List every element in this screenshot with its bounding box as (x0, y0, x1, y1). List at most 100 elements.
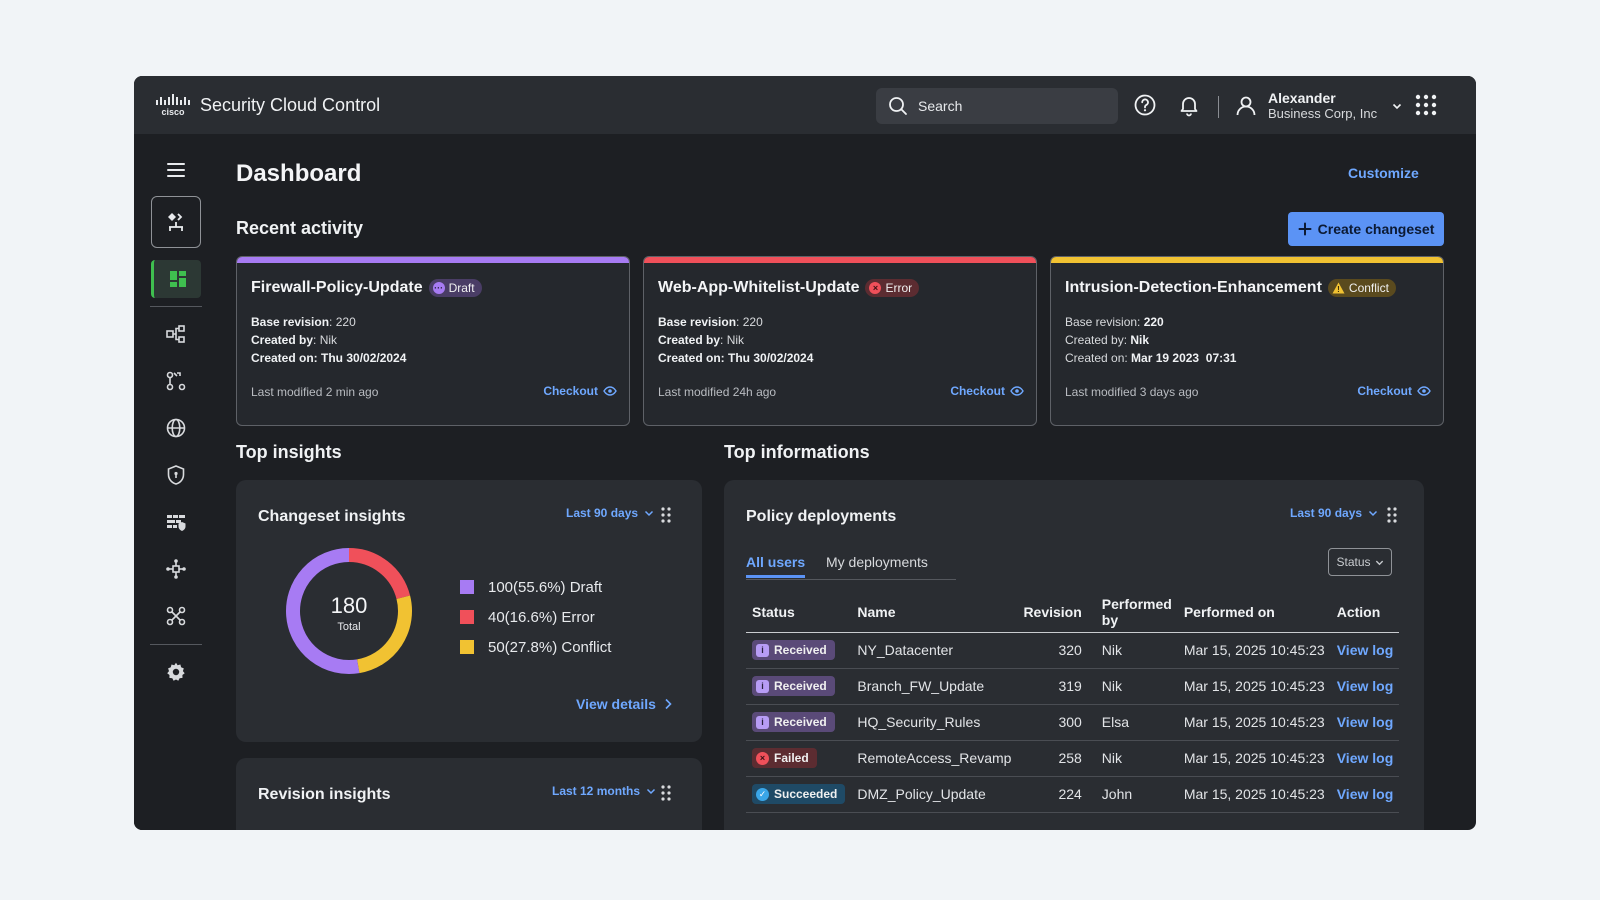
table-header-row: Status Name Revision Performed by Perfor… (746, 592, 1400, 633)
view-log-link[interactable]: View log (1336, 714, 1394, 730)
created-by-value: Nik (1130, 333, 1150, 347)
changeset-icon (168, 213, 183, 231)
menu-toggle-button[interactable] (156, 150, 196, 190)
status-badge: i Received (752, 640, 835, 660)
created-by-label: Created by: (1065, 333, 1131, 347)
card-title: Web-App-Whitelist-Update (658, 279, 860, 296)
kebab-menu-icon[interactable] (660, 506, 672, 524)
column-header[interactable]: Revision (1017, 592, 1096, 633)
search-input[interactable]: Search (876, 88, 1118, 124)
user-menu[interactable]: Alexander Business Corp, Inc (1234, 88, 1403, 124)
create-changeset-button[interactable]: Create changeset (1288, 212, 1444, 246)
base-revision-value: 220 (1143, 315, 1164, 329)
performed-on: Mar 15, 2025 10:45:23 (1177, 740, 1331, 777)
integration-icon (166, 606, 186, 626)
status-filter-label: Status (1336, 555, 1371, 569)
range-dropdown[interactable]: Last 90 days (566, 506, 654, 520)
info-icon: i (756, 679, 769, 693)
sidebar-item-security[interactable] (156, 455, 196, 495)
view-details-link[interactable]: View details (576, 696, 672, 712)
kebab-menu-icon[interactable] (660, 784, 672, 802)
help-icon[interactable] (1133, 93, 1157, 117)
base-revision-label: Base revision (251, 315, 330, 329)
check-icon: ✓ (756, 787, 769, 801)
deployment-tabs: All users My deployments (746, 550, 956, 580)
column-header[interactable]: Action (1330, 592, 1400, 633)
column-header[interactable]: Status (746, 592, 852, 633)
performed-by: Nik (1095, 740, 1178, 777)
created-on-label: Created on: (251, 351, 322, 365)
table-row: i Received Branch_FW_Update 319 Nik Mar 1… (746, 668, 1400, 705)
warning-icon: ! (1332, 282, 1345, 294)
bell-icon[interactable] (1177, 93, 1201, 117)
base-revision-value: : 220 (736, 315, 763, 329)
status-filter-dropdown[interactable]: Status (1328, 548, 1392, 576)
donut-total-label: Total (337, 621, 360, 633)
top-bar: cisco Security Cloud Control Search Alex… (134, 76, 1476, 134)
gear-icon (167, 662, 185, 681)
sidebar-item-settings[interactable] (156, 652, 196, 692)
changeset-card[interactable]: Intrusion-Detection-Enhancement ! Confli… (1050, 256, 1444, 426)
sidebar-item-firewall[interactable] (156, 502, 196, 542)
customize-link[interactable]: Customize (1348, 165, 1419, 181)
app-window: cisco Security Cloud Control Search Alex… (134, 76, 1476, 830)
kebab-menu-icon[interactable] (1386, 506, 1398, 524)
donut-total: 180 (331, 593, 368, 618)
sidebar-item-topology[interactable] (156, 314, 196, 354)
deployment-name: DMZ_Policy_Update (851, 776, 1018, 813)
checkout-link[interactable]: Checkout (1357, 384, 1431, 398)
changeset-card[interactable]: Web-App-Whitelist-Update × Error Base re… (643, 256, 1037, 426)
sidebar-item-global[interactable] (156, 408, 196, 448)
column-header[interactable]: Performed by (1095, 592, 1178, 633)
sidebar (134, 134, 218, 830)
column-header[interactable]: Name (851, 592, 1018, 633)
sidebar-item-workflows[interactable] (156, 361, 196, 401)
view-details-label: View details (576, 696, 656, 712)
tab-all-users[interactable]: All users (746, 554, 806, 578)
performed-on: Mar 15, 2025 10:45:23 (1177, 632, 1331, 669)
deployment-name: HQ_Security_Rules (851, 704, 1018, 741)
checkout-link[interactable]: Checkout (543, 384, 617, 398)
chart-legend: 100(55.6%) Draft 40(16.6%) Error 50(27.8… (460, 572, 611, 662)
view-log-link[interactable]: View log (1336, 786, 1394, 802)
donut-segment[interactable] (348, 548, 411, 600)
chevron-right-icon (665, 698, 672, 710)
range-label: Last 90 days (1290, 506, 1363, 520)
apps-grid-icon[interactable] (1414, 93, 1438, 117)
checkout-link[interactable]: Checkout (950, 384, 1024, 398)
network-icon (166, 559, 186, 579)
user-name: Alexander (1268, 90, 1336, 106)
eye-icon (1010, 386, 1024, 396)
eye-icon (1417, 386, 1431, 396)
column-header[interactable]: Performed on (1177, 592, 1331, 633)
revision-value: 300 (1017, 704, 1096, 741)
view-log-link[interactable]: View log (1336, 642, 1394, 658)
base-revision-label: Base revision (658, 315, 737, 329)
sidebar-item-dashboard[interactable] (151, 260, 201, 298)
sidebar-item-network[interactable] (156, 549, 196, 589)
donut-segment[interactable] (356, 595, 412, 674)
sidebar-item-changesets[interactable] (151, 196, 201, 248)
view-log-link[interactable]: View log (1336, 678, 1394, 694)
revision-value: 319 (1017, 668, 1096, 705)
sidebar-divider (150, 306, 202, 307)
base-revision-value: : 220 (329, 315, 356, 329)
changeset-card[interactable]: Firewall-Policy-Update ··· Draft Base re… (236, 256, 630, 426)
top-insights-heading: Top insights (236, 442, 342, 462)
created-on-value: Thu 30/02/2024 (321, 351, 407, 365)
status-badge: i Received (752, 676, 835, 696)
last-modified: Last modified 2 min ago (251, 385, 379, 399)
tab-my-deployments[interactable]: My deployments (826, 554, 928, 570)
created-on-value: Thu 30/02/2024 (728, 351, 814, 365)
range-dropdown[interactable]: Last 90 days (1290, 506, 1378, 520)
status-label: Succeeded (774, 787, 838, 802)
user-org: Business Corp, Inc (1268, 106, 1378, 121)
table-row: ✓ Succeeded DMZ_Policy_Update 224 John Ma… (746, 776, 1400, 813)
last-modified: Last modified 3 days ago (1065, 385, 1199, 399)
search-icon (889, 97, 907, 115)
sidebar-item-integrations[interactable] (156, 596, 196, 636)
donut-segment[interactable] (286, 548, 360, 674)
view-log-link[interactable]: View log (1336, 750, 1394, 766)
legend-item: 40(16.6%) Error (460, 602, 611, 632)
range-dropdown[interactable]: Last 12 months (552, 784, 656, 798)
